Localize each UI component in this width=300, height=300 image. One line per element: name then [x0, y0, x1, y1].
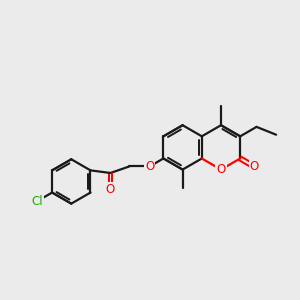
Text: Cl: Cl: [32, 194, 43, 208]
Text: O: O: [106, 183, 115, 196]
Text: O: O: [250, 160, 259, 173]
Text: O: O: [216, 163, 226, 176]
Text: O: O: [145, 160, 154, 173]
